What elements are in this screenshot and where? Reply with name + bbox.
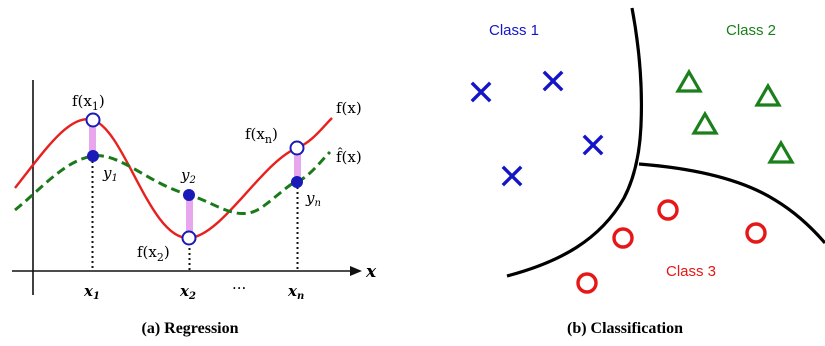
class-3-circle-marker xyxy=(745,222,767,244)
fx-label-1: f(x1) xyxy=(72,92,105,113)
y-label-2: y2 xyxy=(180,166,196,186)
fx-point-n xyxy=(289,140,305,156)
estimated-function-label: f̂(x) xyxy=(336,148,362,166)
class-3-circle-marker xyxy=(576,272,598,294)
class-3-circle-marker xyxy=(612,227,634,249)
fx-label-2: f(x2) xyxy=(137,243,170,264)
class-2-triangle-marker xyxy=(675,68,703,93)
x-label-1: x1 xyxy=(83,282,100,302)
class-1-cross-marker xyxy=(582,134,604,156)
fx-point-2 xyxy=(181,230,197,246)
class-2-triangle-marker xyxy=(691,110,719,135)
class-3-label: Class 3 xyxy=(666,263,716,280)
class-3-circle-marker xyxy=(657,199,679,221)
regression-panel: x f(x1) f(x2) f(xn) y1 y2 yn f(x) f̂(x) xyxy=(12,80,377,337)
residual-bar-1 xyxy=(89,120,96,156)
residual-bar-n xyxy=(294,148,301,182)
x-label-n: xn xyxy=(287,282,304,302)
y-point-n xyxy=(291,176,303,188)
y-point-2 xyxy=(183,189,195,201)
x-axis-label: x xyxy=(365,262,377,282)
y-point-1 xyxy=(87,150,99,162)
class-1-cross-marker xyxy=(501,165,523,187)
true-function-curve xyxy=(14,117,333,240)
x-label-2: x2 xyxy=(179,282,196,302)
class-2-triangle-marker xyxy=(767,139,795,164)
regression-caption: (a) Regression xyxy=(141,320,238,337)
class-2-triangle-marker xyxy=(754,82,782,107)
x-ellipsis: ··· xyxy=(232,279,246,297)
estimated-function-curve xyxy=(14,150,332,216)
class-1-cross-marker xyxy=(470,81,492,103)
decision-boundary-left xyxy=(506,7,644,278)
true-function-label: f(x) xyxy=(336,99,362,117)
class-1-cross-marker xyxy=(542,70,564,92)
class-1-label: Class 1 xyxy=(489,22,539,39)
residual-bar-2 xyxy=(186,195,193,238)
fx-label-n: f(xn) xyxy=(245,125,278,146)
y-label-n: yn xyxy=(305,189,321,209)
decision-boundary-right xyxy=(638,162,825,245)
y-label-1: y1 xyxy=(102,164,118,184)
classification-panel: Class 1 Class 2 Class 3 (b) Classificati… xyxy=(470,7,825,337)
class-2-label: Class 2 xyxy=(726,22,776,39)
classification-caption: (b) Classification xyxy=(567,320,683,337)
fx-point-1 xyxy=(85,112,101,128)
